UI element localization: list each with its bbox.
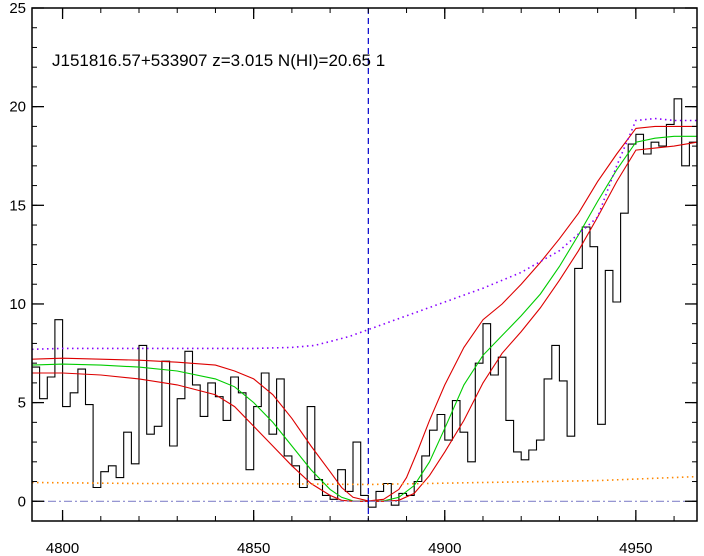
y-tick-label: 20	[9, 99, 26, 116]
chart-title: J151816.57+533907 z=3.015 N(HI)=20.65 1	[52, 51, 385, 70]
x-tick-label: 4900	[428, 540, 461, 556]
x-tick-label: 4950	[619, 540, 652, 556]
x-tick-label: 4800	[46, 540, 79, 556]
x-tick-label: 4850	[237, 540, 270, 556]
tick-labels: 4800 4850 4900 4950 0 5 10 15 20 25	[9, 0, 652, 556]
plot-frame	[31, 7, 698, 522]
y-tick-label: 0	[18, 493, 26, 510]
series-5-dotted	[31, 475, 698, 486]
y-tick-label: 10	[9, 296, 26, 313]
y-tick-label: 5	[18, 395, 26, 412]
y-tick-label: 25	[9, 0, 26, 17]
series-1-line	[31, 135, 697, 502]
series-3-line	[32, 141, 698, 502]
series-layer	[31, 98, 698, 508]
ticks-layer	[32, 7, 697, 522]
y-tick-label: 15	[9, 197, 26, 214]
